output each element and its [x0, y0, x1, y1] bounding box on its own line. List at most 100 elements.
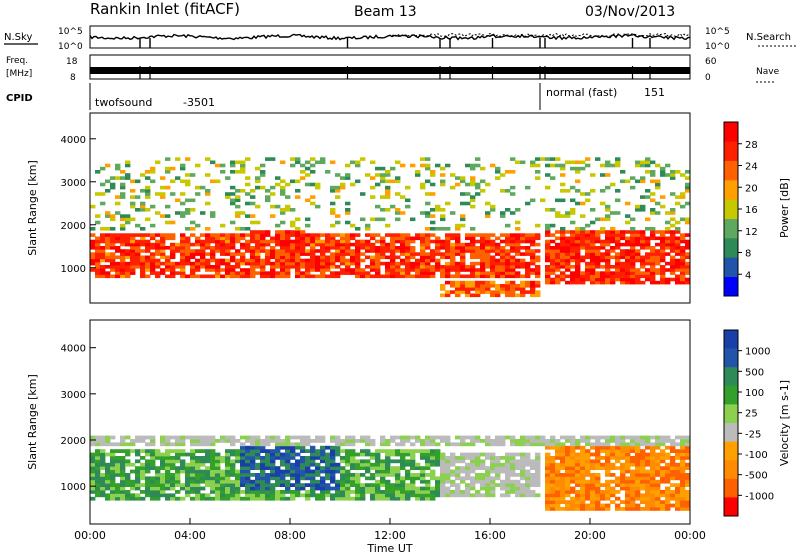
velocity-cell-782 — [345, 459, 351, 464]
velocity-cell-1344 — [550, 439, 556, 443]
power-cell-1300 — [470, 182, 476, 187]
velocity-cell-1663 — [635, 435, 641, 440]
power-cell-903 — [355, 239, 361, 244]
power-cell-763 — [310, 170, 316, 174]
velocity-ytick-label-3: 4000 — [61, 344, 86, 355]
velocity-cell-609 — [290, 493, 296, 498]
power-cell-1201 — [445, 163, 451, 168]
velocity-cell-562 — [275, 490, 281, 494]
power-cell-1740 — [585, 163, 591, 168]
velocity-cell-1122 — [470, 483, 476, 487]
power-cell-1574 — [545, 223, 551, 228]
power-cell-1817 — [605, 204, 611, 209]
power-cell-1778 — [595, 217, 601, 222]
power-cell-732 — [305, 261, 311, 266]
velocity-cell-982 — [415, 449, 421, 453]
power-cell-250 — [160, 214, 166, 218]
power-cell-791 — [320, 242, 326, 247]
velocity-cell-1049 — [440, 473, 446, 477]
power-cell-1789 — [600, 242, 606, 247]
power-cell-561 — [255, 204, 261, 209]
velocity-cell-1458 — [580, 459, 586, 464]
power-cell-1331 — [480, 268, 486, 272]
velocity-cell-902 — [390, 493, 396, 498]
power-cell-882 — [350, 258, 356, 263]
velocity-cell-469 — [245, 459, 251, 464]
velocity-cell-1157 — [485, 493, 491, 498]
velocity-cell-1071 — [445, 435, 451, 440]
power-cell-969 — [380, 249, 386, 253]
velocity-cell-888 — [385, 486, 391, 491]
velocity-cell-1826 — [680, 462, 686, 467]
velocity-cell-860 — [375, 483, 381, 487]
power-cell-1962 — [645, 246, 651, 250]
power-cell-1645 — [565, 258, 571, 263]
velocity-cell-402 — [225, 473, 231, 477]
velocity-cell-587 — [280, 452, 286, 457]
velocity-cell-695 — [315, 439, 321, 443]
power-cell-1917 — [635, 274, 641, 279]
power-cell-1250 — [460, 255, 466, 260]
power-cell-1316 — [475, 249, 481, 253]
velocity-cell-673 — [310, 476, 316, 481]
velocity-cell-1435 — [575, 469, 581, 474]
power-cell-718 — [300, 249, 306, 253]
velocity-cell-1686 — [645, 496, 651, 501]
power-cell-1791 — [600, 230, 606, 234]
power-cell-1832 — [610, 233, 616, 237]
power-cell-298 — [180, 271, 186, 275]
velocity-cell-875 — [380, 476, 386, 481]
power-cell-1617 — [560, 277, 566, 282]
velocity-cell-1695 — [645, 462, 651, 467]
velocity-cell-1042 — [435, 435, 441, 440]
velocity-cell-1432 — [575, 479, 581, 484]
velocity-cell-829 — [360, 435, 366, 440]
power-cell-1810 — [605, 239, 611, 244]
power-cell-1638 — [560, 166, 566, 171]
power-cell-1838 — [615, 277, 621, 282]
power-colorbar-segment-4 — [724, 199, 738, 219]
power-cell-322 — [185, 252, 191, 256]
power-cell-608 — [270, 236, 276, 241]
velocity-cell-1315 — [545, 476, 551, 481]
power-cell-1352 — [485, 265, 491, 269]
velocity-cell-599 — [285, 462, 291, 467]
power-cell-566 — [260, 274, 266, 279]
power-cell-1171 — [440, 252, 446, 256]
power-cell-312 — [180, 211, 186, 215]
power-cell-926 — [365, 242, 371, 247]
power-cell-2082 — [675, 246, 681, 250]
velocity-cell-1012 — [425, 442, 431, 447]
velocity-cell-881 — [380, 449, 386, 453]
velocity-cell-1224 — [510, 479, 516, 484]
power-cell-1795 — [600, 189, 606, 193]
power-cell-1694 — [575, 236, 581, 241]
velocity-cell-1514 — [595, 462, 601, 467]
velocity-cell-1081 — [450, 452, 456, 457]
velocity-cell-649 — [300, 445, 306, 450]
power-cell-1724 — [585, 271, 591, 275]
velocity-cell-360 — [210, 459, 216, 464]
power-cell-1378 — [490, 249, 496, 253]
velocity-cell-1501 — [590, 435, 596, 440]
velocity-cell-697 — [320, 496, 326, 501]
power-cell-1384 — [490, 204, 496, 209]
power-cell-354 — [195, 261, 201, 266]
velocity-cell-1407 — [570, 500, 576, 504]
velocity-cell-97 — [120, 483, 126, 487]
velocity-cell-653 — [305, 496, 311, 501]
velocity-cell-1603 — [625, 507, 631, 511]
velocity-cell-1793 — [670, 442, 676, 447]
velocity-cell-1679 — [640, 449, 646, 453]
power-cell-1988 — [650, 230, 656, 234]
power-cell-53 — [105, 239, 111, 244]
power-cell-938 — [370, 249, 376, 253]
power-cell-959 — [375, 233, 381, 237]
velocity-cell-508 — [255, 439, 261, 443]
power-cell-1807 — [605, 252, 611, 256]
power-cell-1475 — [515, 258, 521, 263]
velocity-cell-964 — [410, 476, 416, 481]
velocity-cell-1669 — [640, 483, 646, 487]
power-cell-272 — [170, 271, 176, 275]
power-cell-471 — [230, 170, 236, 174]
